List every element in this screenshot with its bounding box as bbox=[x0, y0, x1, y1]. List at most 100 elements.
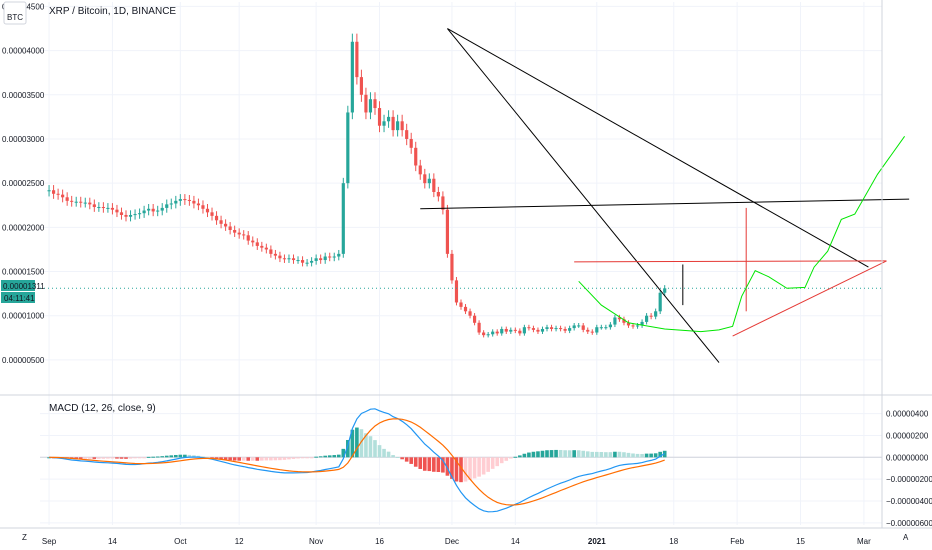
candle-body bbox=[151, 208, 155, 212]
candle-body bbox=[119, 212, 124, 215]
candle-body bbox=[142, 210, 146, 214]
macd-histogram-bar bbox=[296, 457, 300, 459]
candle-body bbox=[224, 223, 228, 227]
candle-body bbox=[101, 207, 105, 209]
macd-histogram-bar bbox=[332, 455, 337, 458]
candle-body bbox=[97, 207, 101, 209]
candle-body bbox=[138, 213, 142, 215]
macd-histogram-bar bbox=[323, 455, 328, 458]
candle-body bbox=[581, 325, 585, 330]
macd-histogram-bar bbox=[427, 457, 432, 472]
candle-body bbox=[201, 205, 205, 209]
macd-histogram-bar bbox=[513, 456, 518, 458]
candle-body bbox=[622, 319, 626, 323]
candle-body bbox=[287, 258, 291, 260]
countdown-value: 04:11:41 bbox=[4, 294, 35, 303]
candle-body bbox=[51, 190, 56, 194]
macd-histogram-bar bbox=[400, 457, 404, 460]
macd-histogram-bar bbox=[101, 457, 106, 459]
macd-histogram-bar bbox=[78, 457, 83, 459]
candle-body bbox=[554, 328, 558, 330]
macd-histogram-bar bbox=[346, 440, 350, 458]
macd-histogram-bar bbox=[142, 457, 146, 459]
macd-histogram-bar bbox=[432, 457, 436, 472]
macd-histogram-bar bbox=[418, 457, 423, 469]
candle-body bbox=[169, 203, 173, 205]
candle-body bbox=[368, 99, 373, 113]
macd-histogram-bar bbox=[391, 455, 395, 458]
zoom-button[interactable]: Z bbox=[22, 533, 27, 542]
macd-histogram-bar bbox=[47, 457, 51, 459]
macd-histogram-bar bbox=[658, 451, 662, 458]
candle-body bbox=[228, 226, 232, 230]
candle-body bbox=[160, 207, 164, 211]
macd-histogram-bar bbox=[201, 456, 205, 458]
drawing-horizontal-ish bbox=[420, 198, 910, 210]
macd-histogram-bar bbox=[373, 440, 377, 458]
macd-histogram-bar bbox=[617, 451, 622, 458]
y-tick-label: 0.00001000 bbox=[2, 312, 45, 321]
macd-histogram-bar bbox=[237, 457, 241, 461]
macd-histogram-bar bbox=[250, 457, 255, 461]
macd-pane bbox=[40, 408, 882, 513]
symbol-badge[interactable] bbox=[3, 1, 27, 25]
y-tick-label: 0.00002000 bbox=[2, 223, 45, 232]
macd-histogram-bar bbox=[359, 429, 364, 458]
x-tick-label: 18 bbox=[669, 537, 678, 546]
x-tick-label: 14 bbox=[108, 537, 117, 546]
macd-histogram-bar bbox=[128, 457, 133, 459]
macd-histogram-bar bbox=[228, 457, 232, 461]
macd-histogram-bar bbox=[581, 450, 586, 458]
candle-body bbox=[513, 329, 517, 331]
candle-body bbox=[595, 327, 599, 333]
candle-body bbox=[291, 258, 296, 261]
candle-body bbox=[255, 242, 259, 246]
macd-histogram-bar bbox=[585, 451, 590, 458]
candle-body bbox=[106, 207, 110, 209]
candle-body bbox=[165, 204, 169, 208]
candle-body bbox=[559, 328, 563, 330]
macd-histogram-bar bbox=[97, 457, 101, 459]
macd-histogram-bar bbox=[622, 452, 626, 458]
candle-body bbox=[572, 325, 576, 329]
candle-body bbox=[210, 212, 214, 216]
candle-body bbox=[409, 138, 413, 148]
candle-body bbox=[645, 315, 649, 322]
macd-histogram-bar bbox=[269, 457, 273, 461]
macd-histogram-bar bbox=[318, 456, 323, 458]
macd-histogram-bar bbox=[382, 448, 386, 458]
macd-histogram-bar bbox=[608, 452, 613, 458]
macd-histogram-bar bbox=[635, 453, 640, 458]
macd-histogram-bar bbox=[287, 457, 291, 460]
x-tick-label: 15 bbox=[796, 537, 805, 546]
chart-title: XRP / Bitcoin, 1D, BINANCE bbox=[49, 6, 176, 17]
candle-body bbox=[70, 200, 74, 202]
macd-histogram-bar bbox=[314, 456, 318, 458]
x-tick-label: 2021 bbox=[588, 537, 606, 546]
candle-body bbox=[269, 249, 273, 254]
macd-histogram-bar bbox=[309, 457, 314, 459]
candle-body bbox=[599, 327, 603, 329]
candle-body bbox=[174, 200, 178, 204]
macd-histogram-bar bbox=[110, 457, 115, 459]
macd-histogram-bar bbox=[422, 457, 427, 471]
candle-body bbox=[518, 330, 522, 334]
candle-body bbox=[219, 220, 223, 224]
macd-histogram-bar bbox=[305, 457, 309, 459]
macd-histogram-bar bbox=[355, 427, 359, 458]
candles bbox=[40, 33, 882, 338]
drawing-support bbox=[732, 260, 887, 337]
macd-histogram-bar bbox=[545, 450, 549, 458]
candle-body bbox=[586, 329, 590, 332]
candle-body bbox=[463, 306, 468, 312]
macd-y-tick-label: 0.00000000 bbox=[886, 453, 929, 462]
candle-body bbox=[549, 327, 554, 329]
candle-body bbox=[604, 327, 608, 329]
candle-body bbox=[187, 199, 191, 201]
macd-histogram-bar bbox=[92, 457, 97, 459]
auto-scale-button[interactable]: A bbox=[903, 533, 909, 542]
macd-y-tick-label: −0.00000400 bbox=[886, 497, 932, 506]
candle-body bbox=[246, 235, 250, 241]
candle-body bbox=[482, 332, 486, 336]
y-tick-label: 0.00003000 bbox=[2, 135, 45, 144]
